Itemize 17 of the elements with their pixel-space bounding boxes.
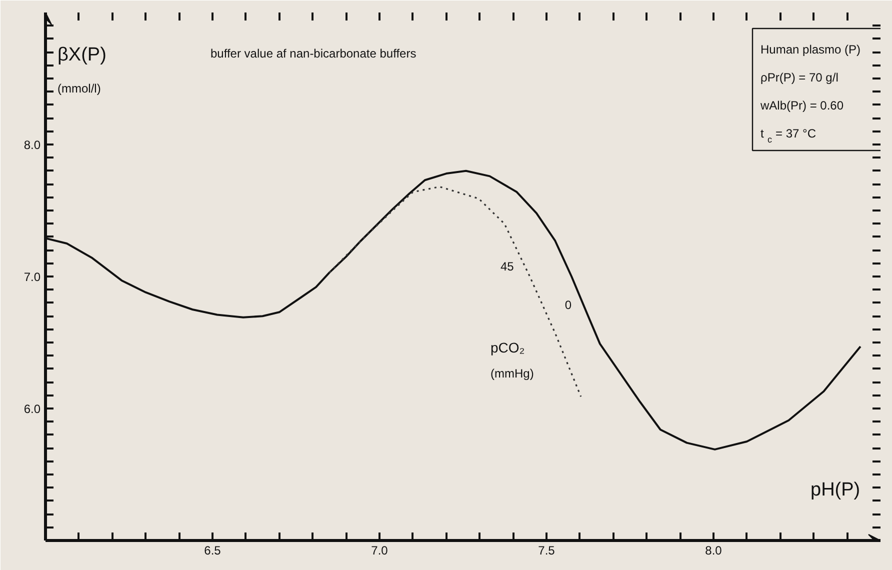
series-label: 45 bbox=[500, 260, 514, 274]
annotation: wAlb(Pr) = 0.60 bbox=[760, 98, 844, 112]
x-tick-label: 8.0 bbox=[705, 544, 722, 558]
x-tick-label: 7.5 bbox=[538, 544, 556, 558]
line-series bbox=[328, 186, 582, 398]
y-tick-label: 6.0 bbox=[24, 402, 41, 416]
x-tick-label: 7.0 bbox=[371, 544, 388, 558]
text: buffer value af nan-bicarbonate buffers bbox=[210, 46, 416, 60]
annotation: Human plasmo (P) bbox=[760, 42, 861, 56]
legend-title: pCO₂ (mmHg) bbox=[490, 340, 534, 380]
series-label: 0 bbox=[564, 298, 572, 312]
x-tick-label: 6.5 bbox=[204, 544, 222, 558]
annotation: ρPr(P) = 70 g/l bbox=[760, 70, 838, 84]
y-tick-label: 7.0 bbox=[24, 270, 41, 284]
y-tick-label: 8.0 bbox=[24, 138, 41, 152]
x-axis-title: pH(P) bbox=[810, 480, 860, 500]
y-axis-title: βX(P) (mmol/l) bbox=[58, 44, 106, 96]
